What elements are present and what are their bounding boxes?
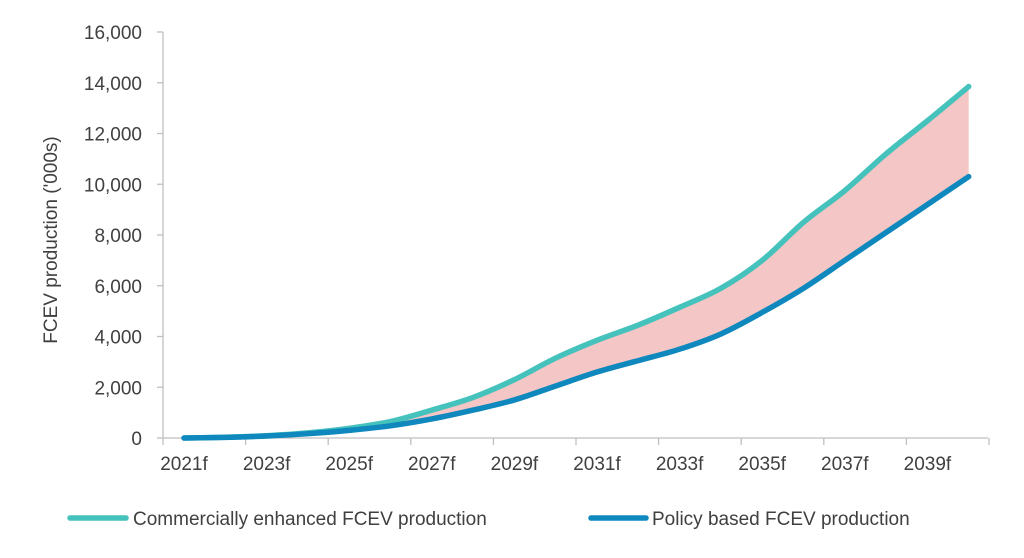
x-tick-label: 2039f: [904, 454, 952, 475]
series-line-policy-based: [181, 173, 972, 441]
axes-layer: [157, 31, 990, 445]
y-tick-label: 14,000: [84, 74, 142, 95]
y-tick-label: 12,000: [84, 125, 142, 146]
x-tick-label: 2037f: [821, 454, 869, 475]
legend-item: Policy based FCEV production: [588, 509, 910, 530]
x-tick-label: 2035f: [738, 454, 786, 475]
y-tick-label: 0: [131, 429, 142, 450]
shaded-band: [184, 86, 969, 439]
y-axis-title: FCEV production ('000s): [41, 136, 62, 343]
x-tick-label: 2029f: [491, 454, 539, 475]
x-tick-label: 2025f: [325, 454, 373, 475]
x-tick-label: 2031f: [573, 454, 621, 475]
tick-labels-layer: 0 2,000 4,000 6,000 8,000 10,000 12,000 14,000 1…: [84, 23, 952, 475]
y-tick-label: 10,000: [84, 175, 142, 196]
shaded-band-layer: [184, 86, 969, 439]
legend-label: Commercially enhanced FCEV production: [133, 509, 487, 530]
series-lines-layer: [181, 83, 972, 441]
y-tick-label: 16,000: [84, 23, 142, 44]
y-tick-label: 2,000: [94, 378, 142, 399]
y-tick-label: 4,000: [94, 328, 142, 349]
x-tick-label: 2033f: [656, 454, 704, 475]
y-tick-label: 6,000: [94, 277, 142, 298]
legend: Commercially enhanced FCEV production Pol…: [67, 509, 910, 530]
y-tick-label: 8,000: [94, 226, 142, 247]
legend-label: Policy based FCEV production: [652, 509, 910, 530]
x-tick-label: 2027f: [408, 454, 456, 475]
series-line-commercially-enhanced: [181, 83, 972, 441]
legend-item: Commercially enhanced FCEV production: [67, 509, 487, 530]
x-tick-label: 2021f: [160, 454, 208, 475]
x-tick-label: 2023f: [243, 454, 291, 475]
